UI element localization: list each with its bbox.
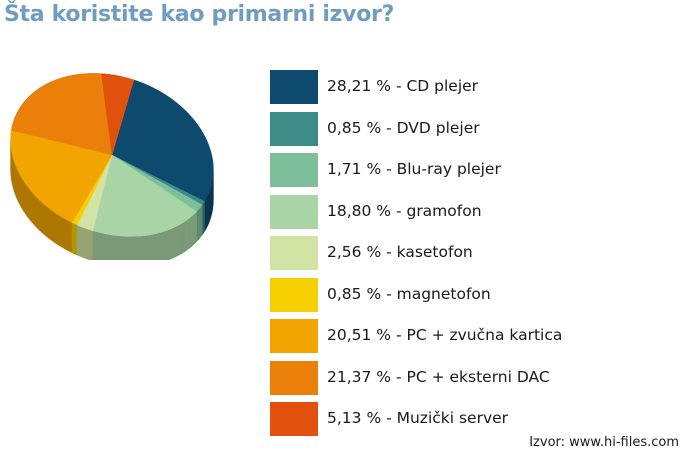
pie-slice-side: [186, 217, 190, 251]
pie-slice-side: [158, 231, 163, 260]
legend-swatch: [270, 153, 318, 187]
pie-slice-side: [104, 233, 109, 260]
pie-slice-side: [57, 214, 62, 248]
pie-slice-side: [79, 225, 84, 258]
pie-slice-side: [132, 236, 137, 260]
legend-label: 2,56 % - kasetofon: [327, 243, 473, 261]
pie-slice-side: [39, 199, 43, 234]
source-note: Izvor: www.hi-files.com: [529, 435, 679, 450]
pie-slice-side: [168, 227, 173, 260]
legend-swatch: [270, 194, 318, 229]
pie-slice-side: [86, 228, 90, 260]
pie-slice-side: [68, 220, 73, 254]
pie-slice-side: [64, 218, 69, 252]
pie-slice-side: [147, 234, 152, 260]
legend-item: 28,21 % - CD plejer: [270, 70, 680, 104]
pie-slice-side: [34, 194, 38, 229]
legend-swatch: [270, 319, 318, 353]
pie-slice-side: [124, 236, 129, 260]
pie-slice-side: [61, 216, 66, 250]
pie-slice-side: [36, 196, 40, 231]
pie-slice-side: [96, 231, 101, 260]
pie-slice-side: [48, 207, 52, 241]
pie-slice-side: [92, 230, 97, 260]
legend-item: 18,80 % - gramofon: [270, 194, 680, 229]
pie-slice-side: [135, 235, 141, 260]
pie-slice: [101, 73, 135, 156]
legend-label: 0,85 % - DVD plejer: [327, 118, 480, 137]
pie-slice-side: [108, 234, 113, 260]
pie-slice-side: [31, 191, 35, 226]
legend-swatch: [270, 277, 318, 312]
legend-swatch: [270, 111, 318, 146]
pie-slice-side: [24, 182, 28, 218]
legend-label: 5,13 % - Muzički server: [327, 409, 509, 427]
pie-slice-side: [26, 185, 30, 221]
pie-slice: [10, 129, 113, 223]
pie-slice-side: [51, 209, 56, 244]
pie-slice-side: [82, 227, 87, 260]
pie-slice: [11, 73, 113, 156]
legend-swatch: [270, 236, 318, 270]
pie-slice-side: [181, 221, 185, 255]
pie-slice-side: [74, 223, 78, 256]
pie-slice-side: [29, 188, 33, 223]
legend-item: 0,85 % - magnetofon: [270, 277, 680, 312]
legend-item: 2,56 % - kasetofon: [270, 236, 680, 270]
legend-item: 20,51 % - PC + zvučna kartica: [270, 319, 680, 353]
legend-swatch: [270, 360, 318, 395]
pie-slice-side: [143, 234, 148, 260]
pie-slice-side: [139, 235, 145, 260]
pie-chart: [10, 73, 214, 260]
pie-slice-side: [89, 229, 94, 260]
pie-slice-side: [116, 235, 121, 260]
chart-title: Šta koristite kao primarni izvor?: [4, 2, 395, 27]
legend-item: 21,37 % - PC + eksterni DAC: [270, 360, 680, 395]
pie-slice-side: [183, 219, 188, 253]
pie-slice-side: [151, 233, 156, 260]
legend-item: 1,71 % - Blu-ray plejer: [270, 153, 680, 187]
legend-item: 5,13 % - Muzički server: [270, 402, 680, 436]
legend-swatch: [270, 402, 318, 436]
pie-slice-side: [194, 210, 197, 245]
pie-slice-side: [178, 223, 182, 256]
pie-slice-side: [161, 230, 166, 260]
pie-slice-side: [100, 232, 105, 260]
pie-slice-side: [154, 232, 159, 260]
pie-slice-side: [189, 215, 193, 249]
pie-slice-side: [120, 235, 125, 260]
legend-label: 20,51 % - PC + zvučna kartica: [327, 326, 563, 344]
pie-slice-side: [165, 229, 170, 260]
legend-label: 0,85 % - magnetofon: [327, 284, 491, 303]
legend-label: 18,80 % - gramofon: [327, 201, 482, 220]
pie-slice-side: [171, 226, 176, 259]
pie-slice-side: [42, 202, 46, 237]
pie-slice-side: [175, 224, 179, 258]
pie-slice: [76, 154, 113, 232]
pie-slice: [92, 154, 197, 237]
pie-slice-side: [191, 213, 195, 247]
pie-slice-side: [45, 204, 49, 239]
legend-label: 28,21 % - CD plejer: [327, 77, 479, 95]
legend-swatch: [270, 70, 318, 104]
pie-slice-side: [112, 234, 117, 260]
pie-slice-side: [71, 222, 75, 255]
pie-slice: [111, 79, 214, 202]
pie-slice-side: [54, 211, 59, 246]
pie-slice-side: [76, 224, 81, 257]
legend-item: 0,85 % - DVD plejer: [270, 111, 680, 146]
legend-label: 1,71 % - Blu-ray plejer: [327, 160, 501, 178]
pie-slice-side: [128, 236, 133, 260]
legend-label: 21,37 % - PC + eksterni DAC: [327, 367, 550, 386]
